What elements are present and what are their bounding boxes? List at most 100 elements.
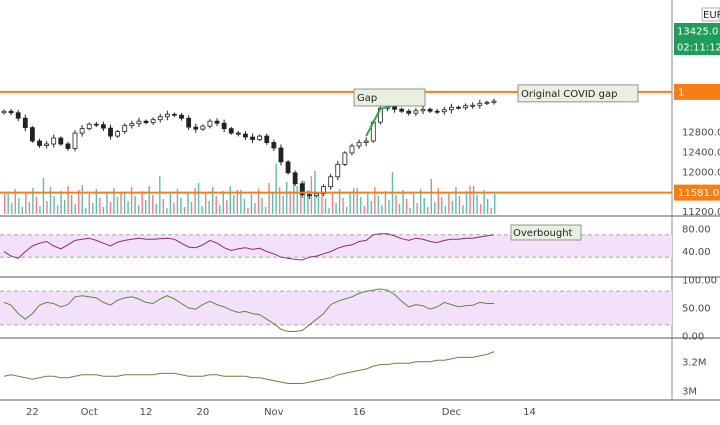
candle-body [44,143,50,146]
callouts: Original COVID gap Gap Overbought [353,84,639,241]
candle-body [413,110,419,114]
candle-body [321,186,326,195]
candle-body [58,137,64,145]
candle-body [484,101,490,104]
volume-bar [352,188,355,214]
volume-bar [331,194,334,214]
candle-body [214,120,220,124]
volume-bar [494,194,496,214]
candle-body [306,194,312,197]
volume-bar [169,194,172,214]
volume-bar [78,190,80,214]
volume-bar [159,176,161,214]
candle-body [434,110,440,113]
volume-bar [49,187,52,214]
stoch-line [3,288,494,332]
volume-bar [419,189,422,214]
volume-bar [236,190,239,214]
volume-bar [123,192,126,214]
volume-bar [405,199,408,214]
candle-body [143,120,149,124]
volume-bar [490,208,492,214]
volume-bar [35,197,38,214]
volume-bar [367,192,369,214]
annotation-box [353,88,426,107]
candle-body [271,142,277,149]
candle-body [136,120,142,125]
currency-box [701,7,720,22]
volume-bar [465,191,468,214]
volume-bar [176,189,179,214]
volume-bar [7,194,9,214]
candle-body [477,102,483,106]
volume-bar [46,201,48,214]
y-tick-label: 40.00 [682,247,711,258]
volume-bar [479,204,482,214]
volume-bar [99,198,101,214]
countdown-label: 02:11:12 [677,43,720,54]
volume-bar [360,197,362,214]
volume-bar [286,182,288,214]
volume-bar [300,195,302,214]
volume-bar [18,198,20,214]
volume-bar [247,208,249,214]
volume-bar [166,208,168,214]
volume-bar [88,194,91,214]
volume-bar [430,179,432,214]
volume-bar [4,194,6,214]
volume-bar [240,190,242,214]
candle-body [491,100,497,103]
y-tick-label: 12800.0 [682,128,720,139]
candle-body [8,110,14,114]
volume-bar [377,196,380,214]
trend-line [365,108,382,137]
y-tick-label: 50.00 [682,304,711,315]
candle-body [108,127,113,137]
candle-body [243,133,248,138]
volume-bar [434,202,436,214]
candle-body [122,125,128,132]
volume-bar [472,186,475,214]
volume-bar [173,203,175,214]
volume-bar [130,187,133,214]
candle-body [335,163,341,178]
volume-bar [95,189,98,214]
candle-body [328,176,334,188]
volume-bar [423,198,425,214]
volume-bar [374,187,376,214]
volume-bar [282,196,284,214]
volume-bar [250,194,253,214]
candle-body [441,109,447,113]
volume-bar [14,189,16,214]
candle-body [200,125,206,130]
candle-body [456,106,461,109]
time-axis: 22 Oct 12 20 Nov 16 Dec 14 [26,407,536,418]
level-tag [674,184,720,201]
candle-body [250,136,255,140]
level-tag-label: 11581.0 [678,188,719,199]
volume-bar [448,192,450,214]
candle-body [150,119,156,124]
volume-bar [148,186,150,214]
volume-bar [190,202,193,214]
volume-bar [183,207,186,214]
candle-body [399,108,405,112]
y-tick-label: 100.00 [682,276,717,287]
level-tag [674,83,720,100]
y-tick-label: 3M [682,386,697,397]
volume-bar [476,195,478,214]
volume-bar [342,198,344,214]
volume-bar [106,193,108,214]
volume-bar [102,207,105,214]
volume-bar [416,203,418,214]
candle-body [292,172,298,185]
volume-bar [70,195,73,214]
x-tick-label: 16 [353,407,366,418]
volume-bar [219,205,221,214]
volume-bar [39,206,41,214]
volume-bar [226,200,228,214]
volume-bar [384,191,387,214]
y-tick-label: 11200.0 [682,207,720,218]
volume-bar [74,204,76,214]
candle-body [115,131,121,137]
